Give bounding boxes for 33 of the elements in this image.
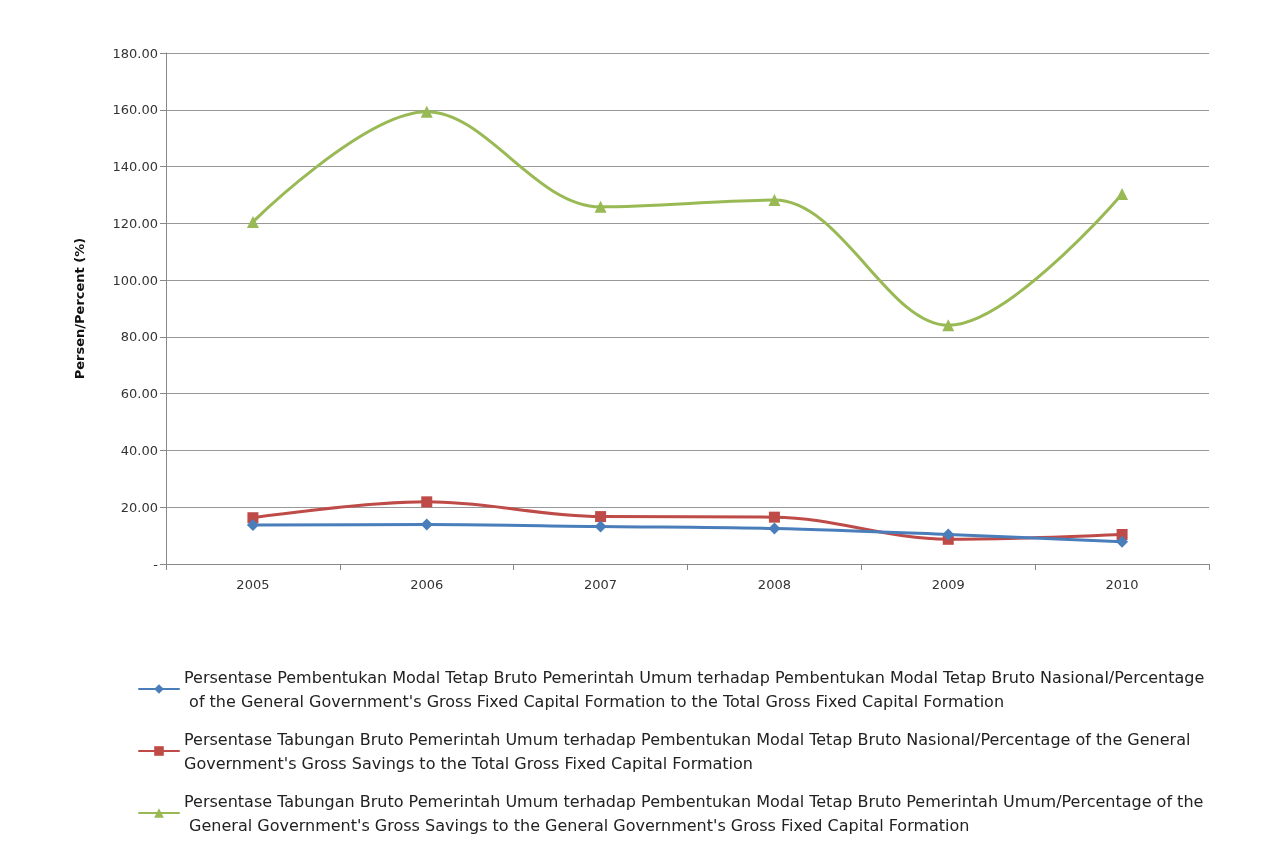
point: [246, 215, 259, 228]
y-tick-label: 60.00: [120, 386, 158, 402]
x-tick-label: 2008: [757, 577, 791, 592]
x-tick-label: 2007: [584, 577, 618, 592]
legend-label: Persentase Pembentukan Modal Tetap Bruto Pemerintah Umum terhadap Pembentukan Modal Tetap Bruto Nasional/Percentage of the General Government's Gross Fixed Capital Formation to the Total Gross Fixed Capital Formation: [184, 667, 1205, 711]
y-tick-label: 40.00: [120, 442, 158, 458]
y-tick-label: 180.00: [112, 45, 158, 61]
point: [421, 496, 433, 508]
point: [1116, 535, 1129, 548]
y-tick-label: 160.00: [112, 102, 158, 118]
y-tick-label: 80.00: [120, 329, 158, 345]
point: [942, 319, 955, 332]
point: [594, 200, 607, 213]
point: [246, 519, 259, 532]
y-tick-label: 20.00: [120, 499, 158, 515]
point: [942, 528, 955, 541]
y-tick-label: 120.00: [112, 215, 158, 231]
legend-label: Persentase Tabungan Bruto Pemerintah Umum terhadap Pembentukan Modal Tetap Bruto Pemerintah Umum/Percentage of the General Government's Gross Savings to the General Government's Gross Fixed Capital Formation: [184, 791, 1204, 835]
x-tick-label: 2010: [1105, 577, 1139, 592]
y-tick-label: 100.00: [112, 272, 158, 288]
y-tick-label: -: [153, 556, 159, 572]
point: [768, 194, 781, 207]
legend-label: Persentase Tabungan Bruto Pemerintah Umum terhadap Pembentukan Modal Tetap Bruto Nasional/Percentage of the General Government's Gross Savings to the Total Gross Fixed Capital Formation: [184, 729, 1196, 773]
point: [1116, 188, 1129, 201]
x-tick-label: 2009: [931, 577, 965, 592]
y-tick-label: 140.00: [112, 159, 158, 175]
x-tick-label: 2006: [410, 577, 444, 592]
point: [595, 511, 607, 523]
point: [768, 511, 780, 523]
point: [420, 105, 433, 118]
y-axis-title: Persen/Percent (%): [72, 237, 87, 380]
point: [247, 512, 259, 524]
x-tick-label: 2005: [236, 577, 270, 592]
